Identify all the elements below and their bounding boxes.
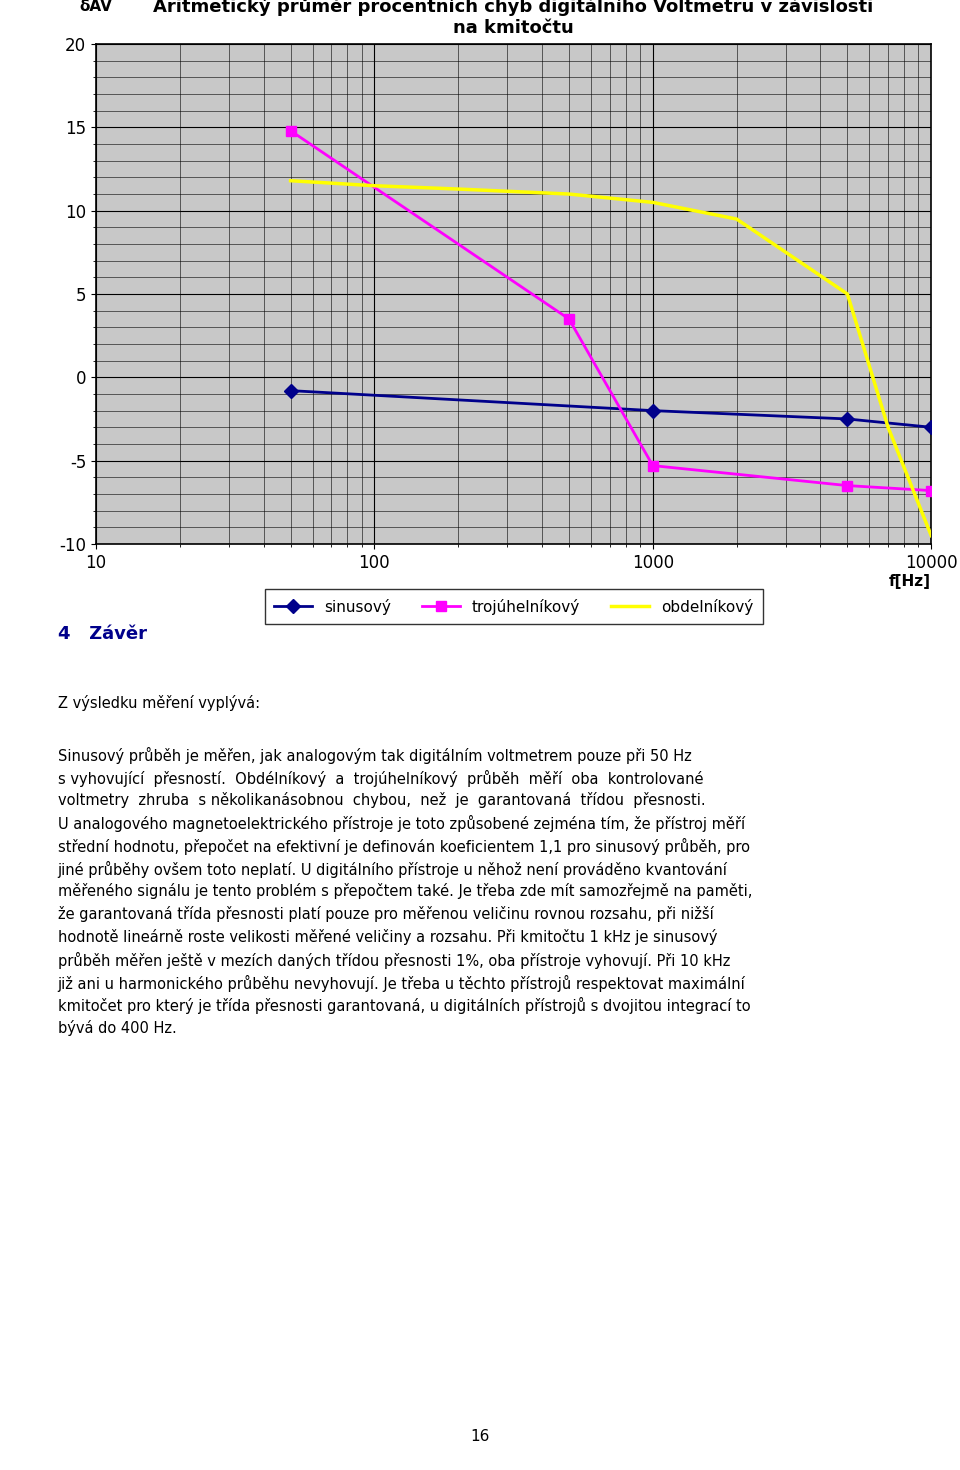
obdelníkový bbox=[452, 181, 464, 198]
Line: trojúhelníkový: trojúhelníkový bbox=[286, 126, 936, 495]
Title: Aritmetický průměr procentních chyb digitálního Voltmetru v závislosti
na kmitoč: Aritmetický průměr procentních chyb digi… bbox=[154, 0, 874, 37]
Text: jiné průběhy ovšem toto neplatí. U digitálního přístroje u něhož není prováděno : jiné průběhy ovšem toto neplatí. U digit… bbox=[58, 861, 728, 878]
Text: 4   Závěr: 4 Závěr bbox=[58, 625, 147, 642]
Text: střední hodnotu, přepočet na efektivní je definován koeficientem 1,1 pro sinusov: střední hodnotu, přepočet na efektivní j… bbox=[58, 838, 750, 856]
Text: průběh měřen ještě v mezích daných třídou přesnosti 1%, oba přístroje vyhovují. : průběh měřen ještě v mezích daných třído… bbox=[58, 953, 730, 969]
trojúhelníkový bbox=[285, 122, 297, 140]
trojúhelníkový bbox=[842, 476, 853, 494]
obdelníkový bbox=[285, 172, 297, 190]
obdelníkový bbox=[882, 419, 894, 437]
Legend: sinusový, trojúhelníkový, obdelníkový: sinusový, trojúhelníkový, obdelníkový bbox=[265, 589, 762, 623]
obdelníkový bbox=[731, 210, 742, 228]
Text: U analogového magnetoelektrického přístroje je toto způsobené zejména tím, že př: U analogového magnetoelektrického přístr… bbox=[58, 816, 745, 832]
Text: f[Hz]: f[Hz] bbox=[889, 573, 931, 589]
Text: 16: 16 bbox=[470, 1429, 490, 1444]
Text: bývá do 400 Hz.: bývá do 400 Hz. bbox=[58, 1020, 177, 1036]
obdelníkový bbox=[369, 176, 380, 194]
Text: s vyhovující  přesností.  Obdélníkový  a  trojúhelníkový  průběh  měří  oba  kon: s vyhovující přesností. Obdélníkový a tr… bbox=[58, 770, 703, 786]
sinusový bbox=[925, 419, 937, 437]
Text: měřeného signálu je tento problém s přepočtem také. Je třeba zde mít samozřejmě : měřeného signálu je tento problém s přep… bbox=[58, 883, 752, 900]
sinusový bbox=[647, 401, 659, 419]
trojúhelníkový bbox=[647, 457, 659, 475]
Line: sinusový: sinusový bbox=[286, 385, 936, 432]
obdelníkový bbox=[647, 194, 659, 212]
obdelníkový bbox=[842, 285, 853, 303]
Text: voltmetry  zhruba  s několikanásobnou  chybou,  než  je  garantovaná  třídou  př: voltmetry zhruba s několikanásobnou chyb… bbox=[58, 792, 706, 808]
Text: již ani u harmonického průběhu nevyhovují. Je třeba u těchto přístrojů respektov: již ani u harmonického průběhu nevyhovuj… bbox=[58, 975, 745, 992]
obdelníkový bbox=[564, 185, 575, 203]
sinusový bbox=[842, 410, 853, 428]
Text: že garantovaná třída přesnosti platí pouze pro měřenou veličinu rovnou rozsahu, : že garantovaná třída přesnosti platí pou… bbox=[58, 906, 713, 922]
sinusový bbox=[285, 382, 297, 400]
Text: δAV: δAV bbox=[80, 0, 112, 15]
Text: Z výsledku měření vyplývá:: Z výsledku měření vyplývá: bbox=[58, 695, 260, 711]
Text: hodnotě lineárně roste velikosti měřené veličiny a rozsahu. Při kmitočtu 1 kHz j: hodnotě lineárně roste velikosti měřené … bbox=[58, 929, 717, 945]
obdelníkový bbox=[925, 526, 937, 544]
Line: obdelníkový: obdelníkový bbox=[291, 181, 931, 535]
trojúhelníkový bbox=[925, 482, 937, 500]
trojúhelníkový bbox=[564, 310, 575, 328]
Text: Sinusový průběh je měřen, jak analogovým tak digitálním voltmetrem pouze při 50 : Sinusový průběh je měřen, jak analogovým… bbox=[58, 747, 691, 764]
Text: kmitočet pro který je třída přesnosti garantovaná, u digitálních přístrojů s dvo: kmitočet pro který je třída přesnosti ga… bbox=[58, 998, 750, 1014]
